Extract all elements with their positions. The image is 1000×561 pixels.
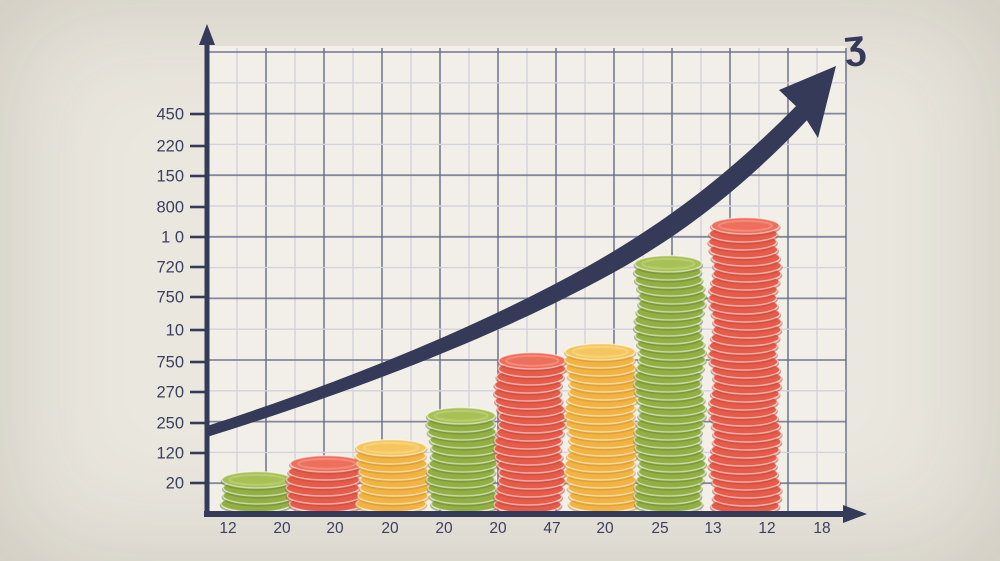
coin-face-ring xyxy=(297,457,357,470)
x-tick-label: 12 xyxy=(758,520,775,537)
y-tick-label: 1 0 xyxy=(161,229,184,247)
y-axis-labels: 450 220 150 800 1 0 720 750 10 750 270 250 120 20 xyxy=(156,106,206,493)
x-tick-label: 25 xyxy=(651,520,668,537)
x-tick-label: 47 xyxy=(543,520,560,537)
scribble-mark-icon: ʒ xyxy=(842,22,868,68)
coin-face-ring xyxy=(433,409,489,422)
coin-face-ring xyxy=(505,354,560,367)
coin-face-ring xyxy=(717,219,773,232)
axes xyxy=(199,24,867,523)
y-tick-label: 450 xyxy=(156,106,184,124)
coin-stack-2-red xyxy=(284,454,365,515)
y-tick-label: 720 xyxy=(156,259,184,277)
x-tick-label: 20 xyxy=(489,520,507,537)
y-tick-label: 10 xyxy=(166,322,184,340)
y-axis-arrow-icon xyxy=(199,24,215,45)
x-tick-label: 20 xyxy=(273,520,291,537)
coin-stack-5-red xyxy=(492,351,568,516)
y-tick-label: 270 xyxy=(156,384,184,402)
y-tick-label: 120 xyxy=(156,445,184,463)
trend-arrow-head-icon xyxy=(779,66,836,138)
x-tick-label: 20 xyxy=(435,520,453,537)
x-axis-arrow-icon xyxy=(843,505,867,523)
x-axis-labels: 12 20 20 20 20 20 47 20 25 13 12 18 xyxy=(219,520,830,537)
coin-stack-4-green xyxy=(425,406,501,515)
x-tick-label: 18 xyxy=(813,520,830,537)
coin-face-ring xyxy=(641,257,696,270)
coin-stack-1-green xyxy=(219,470,295,515)
coin-face-ring xyxy=(572,345,629,358)
x-tick-label: 20 xyxy=(596,520,614,537)
y-tick-label: 250 xyxy=(156,415,184,433)
coin-stack-3-yellow xyxy=(354,438,432,515)
trend-arrow xyxy=(207,66,836,437)
y-tick-label: 800 xyxy=(156,199,184,217)
y-tick-label: 220 xyxy=(156,138,184,156)
y-tick-label: 750 xyxy=(156,354,184,372)
x-tick-label: 12 xyxy=(219,520,236,537)
y-tick-label: 750 xyxy=(156,289,184,307)
y-tick-label: 150 xyxy=(156,168,184,186)
x-tick-label: 20 xyxy=(381,520,399,537)
x-tick-label: 13 xyxy=(704,520,721,537)
y-tick-label: 20 xyxy=(166,475,184,493)
coin-stack-7-green xyxy=(632,254,708,515)
coin-stack-6-yellow xyxy=(563,342,641,515)
coin-face-ring xyxy=(228,473,286,486)
x-tick-label: 20 xyxy=(326,520,344,537)
coin-stack-8-red xyxy=(707,216,783,517)
coin-face-ring xyxy=(362,441,420,454)
